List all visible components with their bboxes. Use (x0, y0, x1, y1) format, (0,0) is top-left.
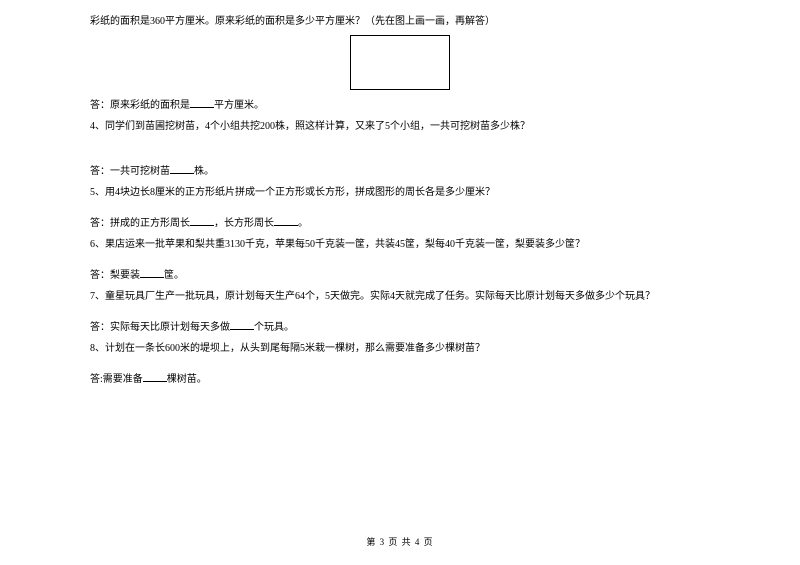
q6-answer: 答：梨要装 筐。 (90, 266, 710, 285)
q5-answer-mid: ，长方形周长 (214, 218, 274, 229)
q3-blank (190, 99, 214, 108)
q3-answer-suffix: 平方厘米。 (214, 100, 264, 111)
q5-answer-suffix: 。 (298, 218, 308, 229)
q8-blank (143, 373, 167, 382)
q4-answer: 答：一共可挖树苗 株。 (90, 162, 710, 181)
q3-intro: 彩纸的面积是360平方厘米。原来彩纸的面积是多少平方厘米？（先在图上画一画，再解… (90, 12, 710, 31)
page-footer: 第 3 页 共 4 页 (0, 534, 800, 551)
q3-answer-prefix: 答：原来彩纸的面积是 (90, 100, 190, 111)
q6-text: 6、果店运来一批苹果和梨共重3130千克，苹果每50千克装一筐，共装45筐，梨每… (90, 235, 710, 254)
q6-blank (140, 269, 164, 278)
q4-answer-suffix: 株。 (194, 166, 214, 177)
q6-answer-suffix: 筐。 (164, 270, 184, 281)
q4-text: 4、同学们到苗圃挖树苗，4个小组共挖200株，照这样计算，又来了5个小组，一共可… (90, 117, 710, 136)
spacer (90, 256, 710, 266)
q3-answer: 答：原来彩纸的面积是 平方厘米。 (90, 96, 710, 115)
spacer (90, 204, 710, 214)
q5-answer: 答：拼成的正方形周长 ，长方形周长 。 (90, 214, 710, 233)
document-content: 彩纸的面积是360平方厘米。原来彩纸的面积是多少平方厘米？（先在图上画一画，再解… (90, 12, 710, 389)
q8-answer-suffix: 棵树苗。 (167, 374, 207, 385)
spacer (90, 308, 710, 318)
q5-answer-prefix: 答：拼成的正方形周长 (90, 218, 190, 229)
spacer (90, 360, 710, 370)
q4-answer-prefix: 答：一共可挖树苗 (90, 166, 170, 177)
q5-blank1 (190, 217, 214, 226)
q5-text: 5、用4块边长8厘米的正方形纸片拼成一个正方形或长方形，拼成图形的周长各是多少厘… (90, 183, 710, 202)
spacer (90, 138, 710, 162)
q7-text: 7、童星玩具厂生产一批玩具，原计划每天生产64个，5天做完。实际4天就完成了任务… (90, 287, 710, 306)
q7-answer-prefix: 答：实际每天比原计划每天多做 (90, 322, 230, 333)
q7-answer: 答：实际每天比原计划每天多做 个玩具。 (90, 318, 710, 337)
q4-blank (170, 165, 194, 174)
q8-text: 8、计划在一条长600米的堤坝上，从头到尾每隔5米栽一棵树，那么需要准备多少棵树… (90, 339, 710, 358)
q8-answer-prefix: 答:需要准备 (90, 374, 143, 385)
q6-answer-prefix: 答：梨要装 (90, 270, 140, 281)
q7-answer-suffix: 个玩具。 (254, 322, 294, 333)
q8-answer: 答:需要准备 棵树苗。 (90, 370, 710, 389)
q5-blank2 (274, 217, 298, 226)
drawing-rectangle (350, 35, 450, 90)
q7-blank (230, 321, 254, 330)
